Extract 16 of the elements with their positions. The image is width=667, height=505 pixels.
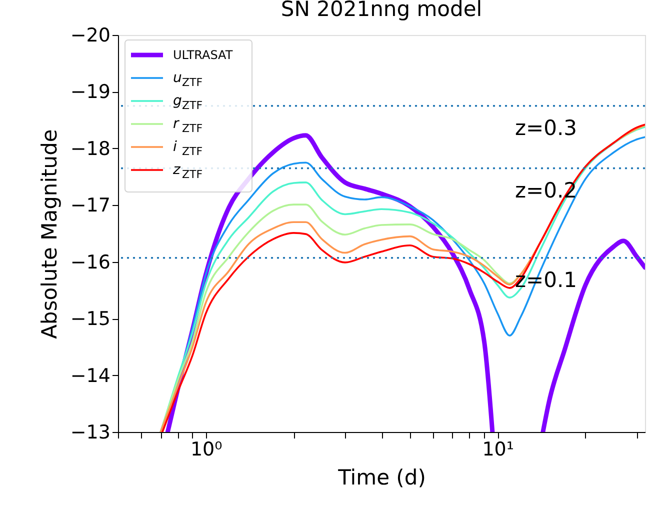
x-tick-label: 10¹	[482, 438, 514, 460]
y-axis-title: Absolute Magnitude	[37, 129, 62, 339]
chart-title: SN 2021nng model	[280, 0, 482, 21]
y-tick-label: −19	[70, 81, 110, 104]
annotation: z=0.3	[514, 116, 577, 140]
y-tick-label: −18	[70, 138, 110, 160]
y-tick-label: −16	[70, 251, 110, 274]
y-tick-label: −20	[70, 24, 110, 46]
legend-label: rZTF	[173, 116, 203, 135]
y-tick-label: −17	[70, 194, 110, 217]
y-tick-label: −15	[70, 308, 110, 330]
x-axis-title: Time (d)	[337, 466, 426, 490]
legend-label: ULTRASAT	[173, 48, 234, 62]
y-tick-label: −13	[70, 422, 110, 444]
y-tick-label: −14	[70, 364, 110, 387]
x-tick-label: 10⁰	[190, 438, 222, 460]
